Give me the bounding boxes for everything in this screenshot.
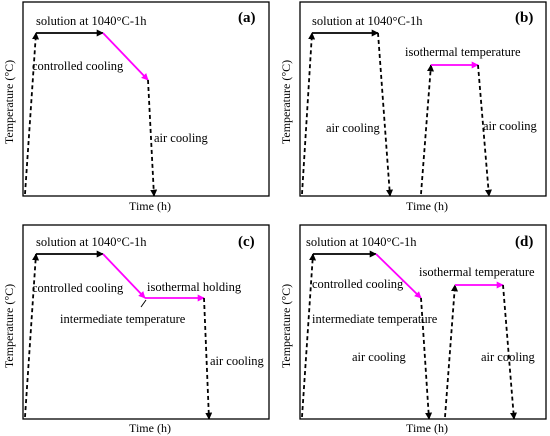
- panel-d-label: (d): [515, 234, 533, 250]
- panel-c-heating-arrow: [24, 253, 40, 418]
- panel-c-text-isothermal-holding: isothermal holding: [147, 280, 242, 294]
- panel-a-text-solution: solution at 1040°C-1h: [36, 14, 147, 28]
- panel-c-xlabel: Time (h): [129, 421, 171, 435]
- panel-d-heating-arrow-2: [444, 284, 459, 418]
- panel-b: (b) solution at 1040°C-1h air cooling is…: [279, 1, 547, 213]
- panel-d-frame: [299, 224, 547, 420]
- panel-b-xlabel: Time (h): [406, 199, 448, 213]
- panel-b-text-solution: solution at 1040°C-1h: [312, 14, 423, 28]
- panel-b-text-air-cooling-1: air cooling: [326, 121, 381, 135]
- panel-a-ylabel: Temperature (°C): [2, 60, 16, 144]
- panel-d-controlled-cooling-arrow: [375, 253, 422, 299]
- panel-c-frame: [22, 224, 270, 420]
- panel-d-air-cooling-arrow-2: [502, 284, 517, 420]
- panel-d-ylabel: Temperature (°C): [279, 284, 293, 368]
- panel-b-ylabel: Temperature (°C): [279, 60, 293, 144]
- panel-d-text-isothermal: isothermal temperature: [419, 265, 535, 279]
- panel-b-frame: [299, 1, 547, 197]
- panel-b-air-cooling-arrow-2: [477, 64, 492, 197]
- panel-d: (d) solution at 1040°C-1h controlled coo…: [279, 224, 547, 435]
- panel-d-text-air-cooling-1: air cooling: [352, 350, 407, 364]
- panel-b-heating-arrow-2: [420, 64, 435, 195]
- panel-a-frame: [22, 1, 270, 197]
- panel-a-label: (a): [238, 10, 256, 26]
- panel-d-text-intermediate: intermediate temperature: [312, 312, 438, 326]
- panel-d-text-solution: solution at 1040°C-1h: [306, 235, 417, 249]
- panel-d-xlabel: Time (h): [406, 421, 448, 435]
- panel-b-air-cooling-arrow-1: [377, 32, 394, 197]
- panel-c: (c) solution at 1040°C-1h controlled coo…: [2, 224, 270, 435]
- panel-b-label: (b): [515, 10, 533, 26]
- panel-a-text-air-cooling: air cooling: [154, 131, 209, 145]
- panel-b-text-air-cooling-2: air cooling: [483, 119, 538, 133]
- panel-c-text-controlled-cooling: controlled cooling: [32, 281, 124, 295]
- panel-c-text-solution: solution at 1040°C-1h: [36, 235, 147, 249]
- panel-a-heating-arrow: [24, 32, 40, 195]
- panel-d-text-controlled-cooling: controlled cooling: [312, 277, 404, 291]
- panel-a-controlled-cooling-arrow: [102, 32, 149, 81]
- panel-c-text-air-cooling: air cooling: [210, 354, 265, 368]
- panel-c-label: (c): [238, 234, 255, 250]
- panel-a: (a) solution at 1040°C-1h controlled coo…: [2, 1, 270, 213]
- panel-c-controlled-cooling-arrow: [102, 253, 146, 299]
- panel-a-text-controlled-cooling: controlled cooling: [32, 59, 124, 73]
- panel-c-ylabel: Temperature (°C): [2, 284, 16, 368]
- panel-a-air-cooling-arrow: [147, 79, 158, 197]
- panel-a-xlabel: Time (h): [129, 199, 171, 213]
- panel-c-text-intermediate: intermediate temperature: [60, 312, 186, 326]
- panel-b-text-isothermal: isothermal temperature: [405, 45, 521, 59]
- panel-c-air-cooling-arrow: [203, 297, 213, 420]
- panel-d-heating-arrow-1: [301, 253, 317, 418]
- panel-b-heating-arrow-1: [301, 32, 316, 195]
- panel-d-air-cooling-arrow-1: [420, 297, 433, 420]
- panel-c-pointer-line: [140, 299, 147, 308]
